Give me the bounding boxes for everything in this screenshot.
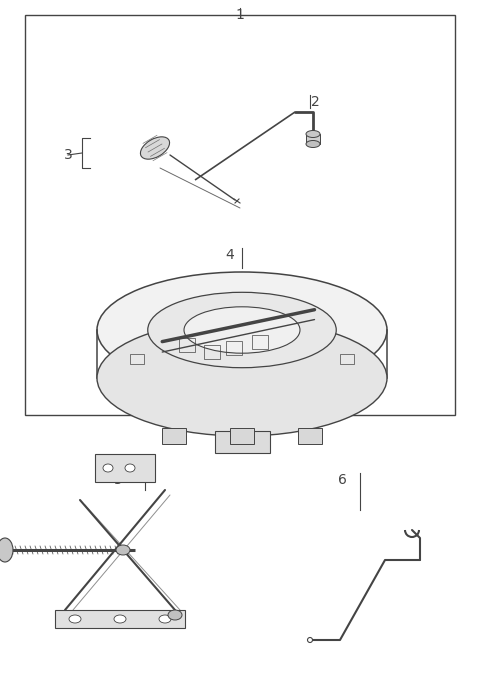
Ellipse shape (116, 545, 130, 555)
Bar (215, 431, 270, 453)
Bar (252, 335, 268, 349)
Ellipse shape (306, 141, 320, 148)
Bar (25, 15, 455, 415)
Bar (306, 134, 320, 144)
Ellipse shape (69, 615, 81, 623)
Ellipse shape (148, 293, 336, 368)
Ellipse shape (168, 610, 182, 620)
Bar (230, 428, 254, 444)
Text: 6: 6 (337, 473, 347, 487)
Ellipse shape (141, 136, 169, 159)
Bar (339, 354, 354, 364)
Bar (162, 428, 186, 444)
Ellipse shape (184, 307, 300, 354)
Bar (179, 338, 195, 352)
Text: 5: 5 (114, 473, 122, 487)
Text: 3: 3 (64, 148, 72, 162)
Ellipse shape (97, 272, 387, 388)
Bar (95, 454, 155, 482)
Bar (55, 610, 185, 628)
Bar (298, 428, 322, 444)
Ellipse shape (114, 615, 126, 623)
Text: 2: 2 (311, 95, 319, 109)
Ellipse shape (97, 320, 387, 436)
Ellipse shape (159, 615, 171, 623)
Ellipse shape (103, 464, 113, 472)
Ellipse shape (306, 130, 320, 137)
Bar (131, 354, 144, 364)
Bar (204, 345, 220, 359)
Text: 4: 4 (226, 248, 234, 262)
Ellipse shape (125, 464, 135, 472)
Ellipse shape (0, 538, 13, 562)
Ellipse shape (308, 638, 312, 643)
Bar (226, 341, 242, 355)
Text: 1: 1 (236, 8, 244, 22)
